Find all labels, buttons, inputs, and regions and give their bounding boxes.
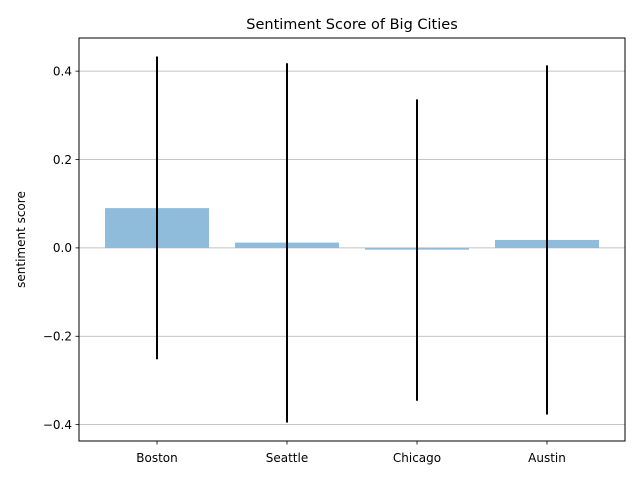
y-tick-label: −0.2 <box>43 330 72 344</box>
y-tick-label: 0.4 <box>53 64 72 78</box>
plot-frame <box>78 37 626 442</box>
y-tick-label: −0.4 <box>43 418 72 432</box>
y-tick-label: 0.0 <box>53 241 72 255</box>
x-tick-label: Seattle <box>266 451 308 465</box>
y-tick-label: 0.2 <box>53 153 72 167</box>
x-axis: Boston Seattle Chicago Austin <box>136 441 566 465</box>
x-tick-label: Austin <box>528 451 566 465</box>
error-layer <box>156 56 548 423</box>
x-tick-label: Boston <box>136 451 177 465</box>
x-tick-label: Chicago <box>393 451 441 465</box>
y-axis-label: sentiment score <box>14 191 28 288</box>
chart-title: Sentiment Score of Big Cities <box>246 17 458 33</box>
y-axis: −0.4 −0.2 0.0 0.2 0.4 <box>43 64 79 432</box>
